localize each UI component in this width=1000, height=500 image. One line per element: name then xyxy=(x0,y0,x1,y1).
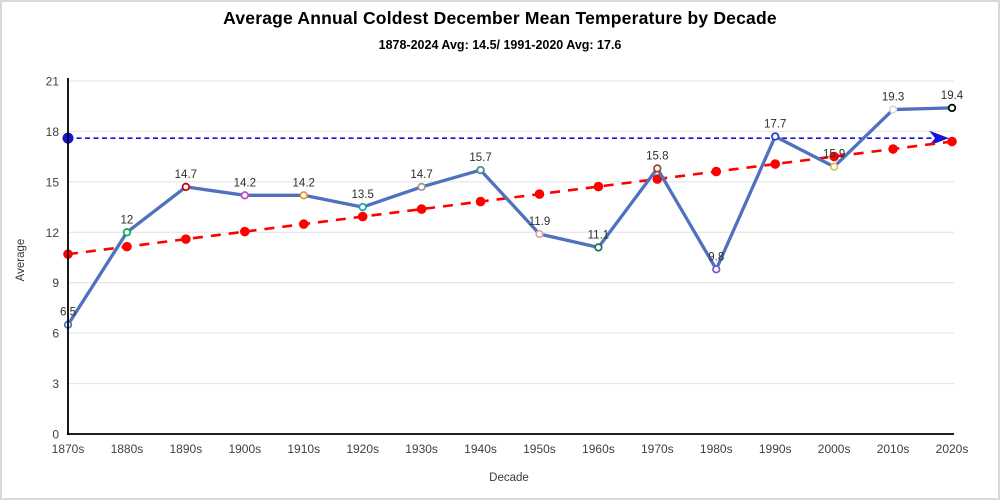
y-tick-label-15: 15 xyxy=(46,175,60,189)
trend-marker xyxy=(829,151,839,162)
trend-marker xyxy=(770,159,780,169)
data-label-1980s: 9.8 xyxy=(708,251,724,263)
data-point-marker-2020s xyxy=(947,103,957,113)
x-tick-label-1930s: 1930s xyxy=(405,442,438,456)
x-tick-label-1880s: 1880s xyxy=(111,442,144,456)
data-point-marker-1920s xyxy=(358,202,367,212)
data-label-2010s: 19.3 xyxy=(882,92,904,104)
data-label-1900s: 14.2 xyxy=(234,177,256,189)
data-point-marker-2000s xyxy=(829,162,839,171)
y-tick-label-12: 12 xyxy=(46,226,60,240)
x-tick-label-1920s: 1920s xyxy=(346,442,379,456)
y-tick-label-9: 9 xyxy=(52,276,59,290)
x-tick-label-1890s: 1890s xyxy=(170,442,203,456)
data-label-2020s: 19.4 xyxy=(941,90,964,102)
data-point-marker-1970s xyxy=(653,164,662,173)
trend-marker xyxy=(357,211,368,222)
data-series-line xyxy=(66,106,954,327)
trend-marker xyxy=(888,144,898,154)
data-point-marker-1980s xyxy=(712,265,721,274)
trend-marker xyxy=(240,226,250,237)
data-point-marker-1940s xyxy=(476,165,485,175)
trend-marker xyxy=(711,166,722,177)
data-point-marker-1900s xyxy=(240,191,249,200)
x-tick-label-2020s: 2020s xyxy=(936,442,969,456)
y-axis-title: Average xyxy=(15,239,27,282)
data-label-1910s: 14.2 xyxy=(293,177,315,189)
data-label-1970s: 15.8 xyxy=(646,150,668,162)
x-tick-label-1870s: 1870s xyxy=(52,442,85,456)
data-point-marker-1880s xyxy=(122,228,132,237)
data-point-marker-1960s xyxy=(594,243,603,252)
data-label-1920s: 13.5 xyxy=(351,189,373,201)
trend-marker xyxy=(475,196,486,207)
data-point-marker-1930s xyxy=(417,182,426,192)
x-tick-label-2000s: 2000s xyxy=(818,442,851,456)
trend-marker xyxy=(534,189,545,199)
data-label-1940s: 15.7 xyxy=(469,152,491,164)
trend-marker xyxy=(122,241,132,252)
data-label-1880s: 12 xyxy=(121,214,134,226)
y-tick-label-6: 6 xyxy=(52,327,59,341)
x-axis-title: Decade xyxy=(489,472,529,484)
chart-subtitle: 1878-2024 Avg: 14.5/ 1991-2020 Avg: 17.6 xyxy=(378,38,622,52)
trend-marker xyxy=(298,219,309,229)
data-point-marker-1890s xyxy=(181,182,191,192)
data-label-1930s: 14.7 xyxy=(410,169,432,181)
x-tick-label-1940s: 1940s xyxy=(464,442,497,456)
data-point-marker-1990s xyxy=(771,132,780,141)
x-tick-label-1980s: 1980s xyxy=(700,442,733,456)
y-tick-label-0: 0 xyxy=(52,428,59,442)
trend-line xyxy=(67,140,953,256)
data-label-1950s: 11.9 xyxy=(529,216,551,228)
trend-marker xyxy=(416,204,427,214)
x-tick-label-1950s: 1950s xyxy=(523,442,556,456)
trend-marker xyxy=(652,174,663,184)
y-tick-label-21: 21 xyxy=(46,75,60,89)
reference-line-arrowhead xyxy=(929,130,949,146)
data-point-marker-1910s xyxy=(299,191,308,200)
data-label-2000s: 15.9 xyxy=(823,149,845,161)
trend-marker xyxy=(593,181,604,192)
trend-marker xyxy=(947,136,957,147)
x-tick-label-1970s: 1970s xyxy=(641,442,674,456)
x-tick-label-1900s: 1900s xyxy=(228,442,261,456)
data-label-1960s: 11.1 xyxy=(588,229,610,241)
x-tick-label-1990s: 1990s xyxy=(759,442,792,456)
y-tick-label-18: 18 xyxy=(46,125,60,139)
trend-marker xyxy=(181,234,191,244)
data-point-marker-2010s xyxy=(888,105,898,114)
y-tick-label-3: 3 xyxy=(52,377,59,391)
x-tick-label-2010s: 2010s xyxy=(877,442,910,456)
data-label-1990s: 17.7 xyxy=(764,118,786,130)
data-label-1890s: 14.7 xyxy=(175,169,197,181)
x-tick-label-1910s: 1910s xyxy=(287,442,320,456)
x-tick-label-1960s: 1960s xyxy=(582,442,615,456)
data-point-marker-1950s xyxy=(535,229,544,239)
chart-title: Average Annual Coldest December Mean Tem… xyxy=(223,8,777,28)
